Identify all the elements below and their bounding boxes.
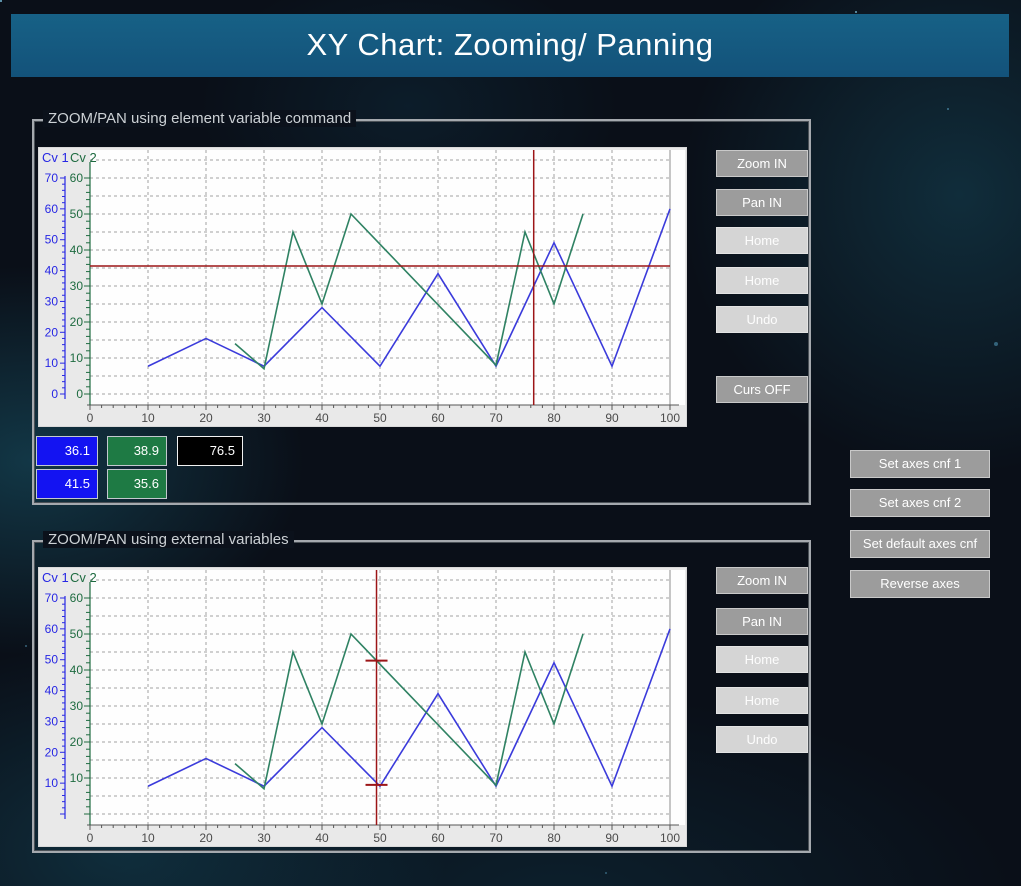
y-tick-label-cv2: 20: [70, 735, 84, 749]
x-tick-label: 60: [431, 411, 445, 425]
plot-area: [90, 150, 685, 405]
x-tick-label: 0: [87, 411, 94, 425]
x-tick-label: 90: [605, 831, 619, 845]
y-tick-label-cv1: 70: [45, 591, 59, 605]
zoom-in-button[interactable]: Zoom IN: [716, 567, 808, 594]
page-title: XY Chart: Zooming/ Panning: [11, 14, 1009, 77]
x-tick-label: 60: [431, 831, 445, 845]
undo-button[interactable]: Undo: [716, 306, 808, 333]
y-tick-label-cv2: 30: [70, 279, 84, 293]
readout-cursor-x: 76.5: [177, 436, 243, 466]
y-tick-label-cv2: 20: [70, 315, 84, 329]
axis-label-cv2: Cv 2: [70, 570, 97, 585]
axis-label-cv1: Cv 1: [42, 570, 69, 585]
background-stars: [0, 0, 2, 2]
xy-chart-top[interactable]: Cv 1 Cv 2 0 10 20 30 40 50 60 70 80 90 100 0 10 20 30 4…: [38, 147, 687, 427]
set-default-axes-cnf-button[interactable]: Set default axes cnf: [850, 530, 990, 558]
group-zoom-pan-external-variables: ZOOM/PAN using external variables Cv 1 C…: [32, 531, 811, 853]
y-tick-label-cv1: 30: [45, 714, 59, 728]
x-tick-label: 20: [199, 411, 213, 425]
x-tick-label: 90: [605, 411, 619, 425]
series-line-2: [234, 212, 584, 371]
home-button-2[interactable]: Home: [716, 687, 808, 714]
readout-cv2-line: 35.6: [107, 469, 167, 499]
readout-cv1-line: 41.5: [36, 469, 98, 499]
x-tick-label: 0: [87, 831, 94, 845]
undo-button[interactable]: Undo: [716, 726, 808, 753]
x-tick-label: 10: [141, 411, 155, 425]
y-tick-label-cv1: 10: [45, 356, 59, 370]
x-tick-label: 10: [141, 831, 155, 845]
x-tick-label: 40: [315, 831, 329, 845]
y-tick-label-cv2: 10: [70, 771, 84, 785]
y-tick-label-cv2: 50: [70, 207, 84, 221]
pan-in-button[interactable]: Pan IN: [716, 608, 808, 635]
y-tick-label-cv2: 60: [70, 591, 84, 605]
y-tick-label-cv1: 60: [45, 202, 59, 216]
group-zoom-pan-element-variable: ZOOM/PAN using element variable command …: [32, 110, 811, 505]
x-tick-label: 100: [660, 831, 680, 845]
y-tick-label-cv1: 50: [45, 653, 59, 667]
y-tick-label-cv2: 50: [70, 627, 84, 641]
series-line-1: [147, 628, 671, 789]
readout-cv2-cursor: 38.9: [107, 436, 167, 466]
x-tick-label: 40: [315, 411, 329, 425]
set-axes-cnf-1-button[interactable]: Set axes cnf 1: [850, 450, 990, 478]
axis-label-cv2: Cv 2: [70, 150, 97, 165]
home-button-1[interactable]: Home: [716, 227, 808, 254]
group-label: ZOOM/PAN using external variables: [43, 531, 294, 548]
y-tick-label-cv1: 40: [45, 684, 59, 698]
y-tick-label-cv2: 40: [70, 663, 84, 677]
x-tick-label: 50: [373, 411, 387, 425]
y-tick-label-cv1: 60: [45, 622, 59, 636]
y-tick-label-cv1: 40: [45, 264, 59, 278]
y-tick-label-cv1: 50: [45, 233, 59, 247]
zoom-in-button[interactable]: Zoom IN: [716, 150, 808, 177]
group-label: ZOOM/PAN using element variable command: [43, 110, 357, 127]
x-tick-label: 80: [547, 831, 561, 845]
y-tick-label-cv1: 30: [45, 294, 59, 308]
plot-area: [90, 570, 685, 825]
y-tick-label-cv2: 60: [70, 171, 84, 185]
x-tick-label: 70: [489, 411, 503, 425]
pan-in-button[interactable]: Pan IN: [716, 189, 808, 216]
y-tick-label-cv2: 40: [70, 243, 84, 257]
home-button-1[interactable]: Home: [716, 646, 808, 673]
xy-chart-top-svg[interactable]: 0 10 20 30 40 50 60 70 80 90 100 0 10 20 30 40 50 60 0 10 20…: [39, 148, 688, 428]
y-tick-label-cv1: 0: [51, 387, 58, 401]
reverse-axes-button[interactable]: Reverse axes: [850, 570, 990, 598]
axis-label-cv1: Cv 1: [42, 150, 69, 165]
x-tick-label: 50: [373, 831, 387, 845]
xy-chart-bottom[interactable]: Cv 1 Cv 2 0 10 20 30 40 50 60 70 80 90 100 10 20 30 40…: [38, 567, 687, 847]
series-line-1: [147, 208, 671, 369]
x-tick-label: 70: [489, 831, 503, 845]
y-tick-label-cv1: 20: [45, 325, 59, 339]
cursor-off-button[interactable]: Curs OFF: [716, 376, 808, 403]
set-axes-cnf-2-button[interactable]: Set axes cnf 2: [850, 489, 990, 517]
home-button-2[interactable]: Home: [716, 267, 808, 294]
x-tick-label: 20: [199, 831, 213, 845]
series-line-2: [234, 632, 584, 791]
y-tick-label-cv2: 0: [76, 387, 83, 401]
xy-chart-bottom-svg[interactable]: 0 10 20 30 40 50 60 70 80 90 100 10 20 30 40 50 60 10 20 30…: [39, 568, 688, 848]
x-tick-label: 100: [660, 411, 680, 425]
readout-cv1-cursor: 36.1: [36, 436, 98, 466]
x-tick-label: 30: [257, 411, 271, 425]
x-tick-label: 80: [547, 411, 561, 425]
y-tick-label-cv1: 20: [45, 745, 59, 759]
y-tick-label-cv1: 10: [45, 776, 59, 790]
x-tick-label: 30: [257, 831, 271, 845]
y-tick-label-cv2: 30: [70, 699, 84, 713]
y-tick-label-cv2: 10: [70, 351, 84, 365]
y-tick-label-cv1: 70: [45, 171, 59, 185]
